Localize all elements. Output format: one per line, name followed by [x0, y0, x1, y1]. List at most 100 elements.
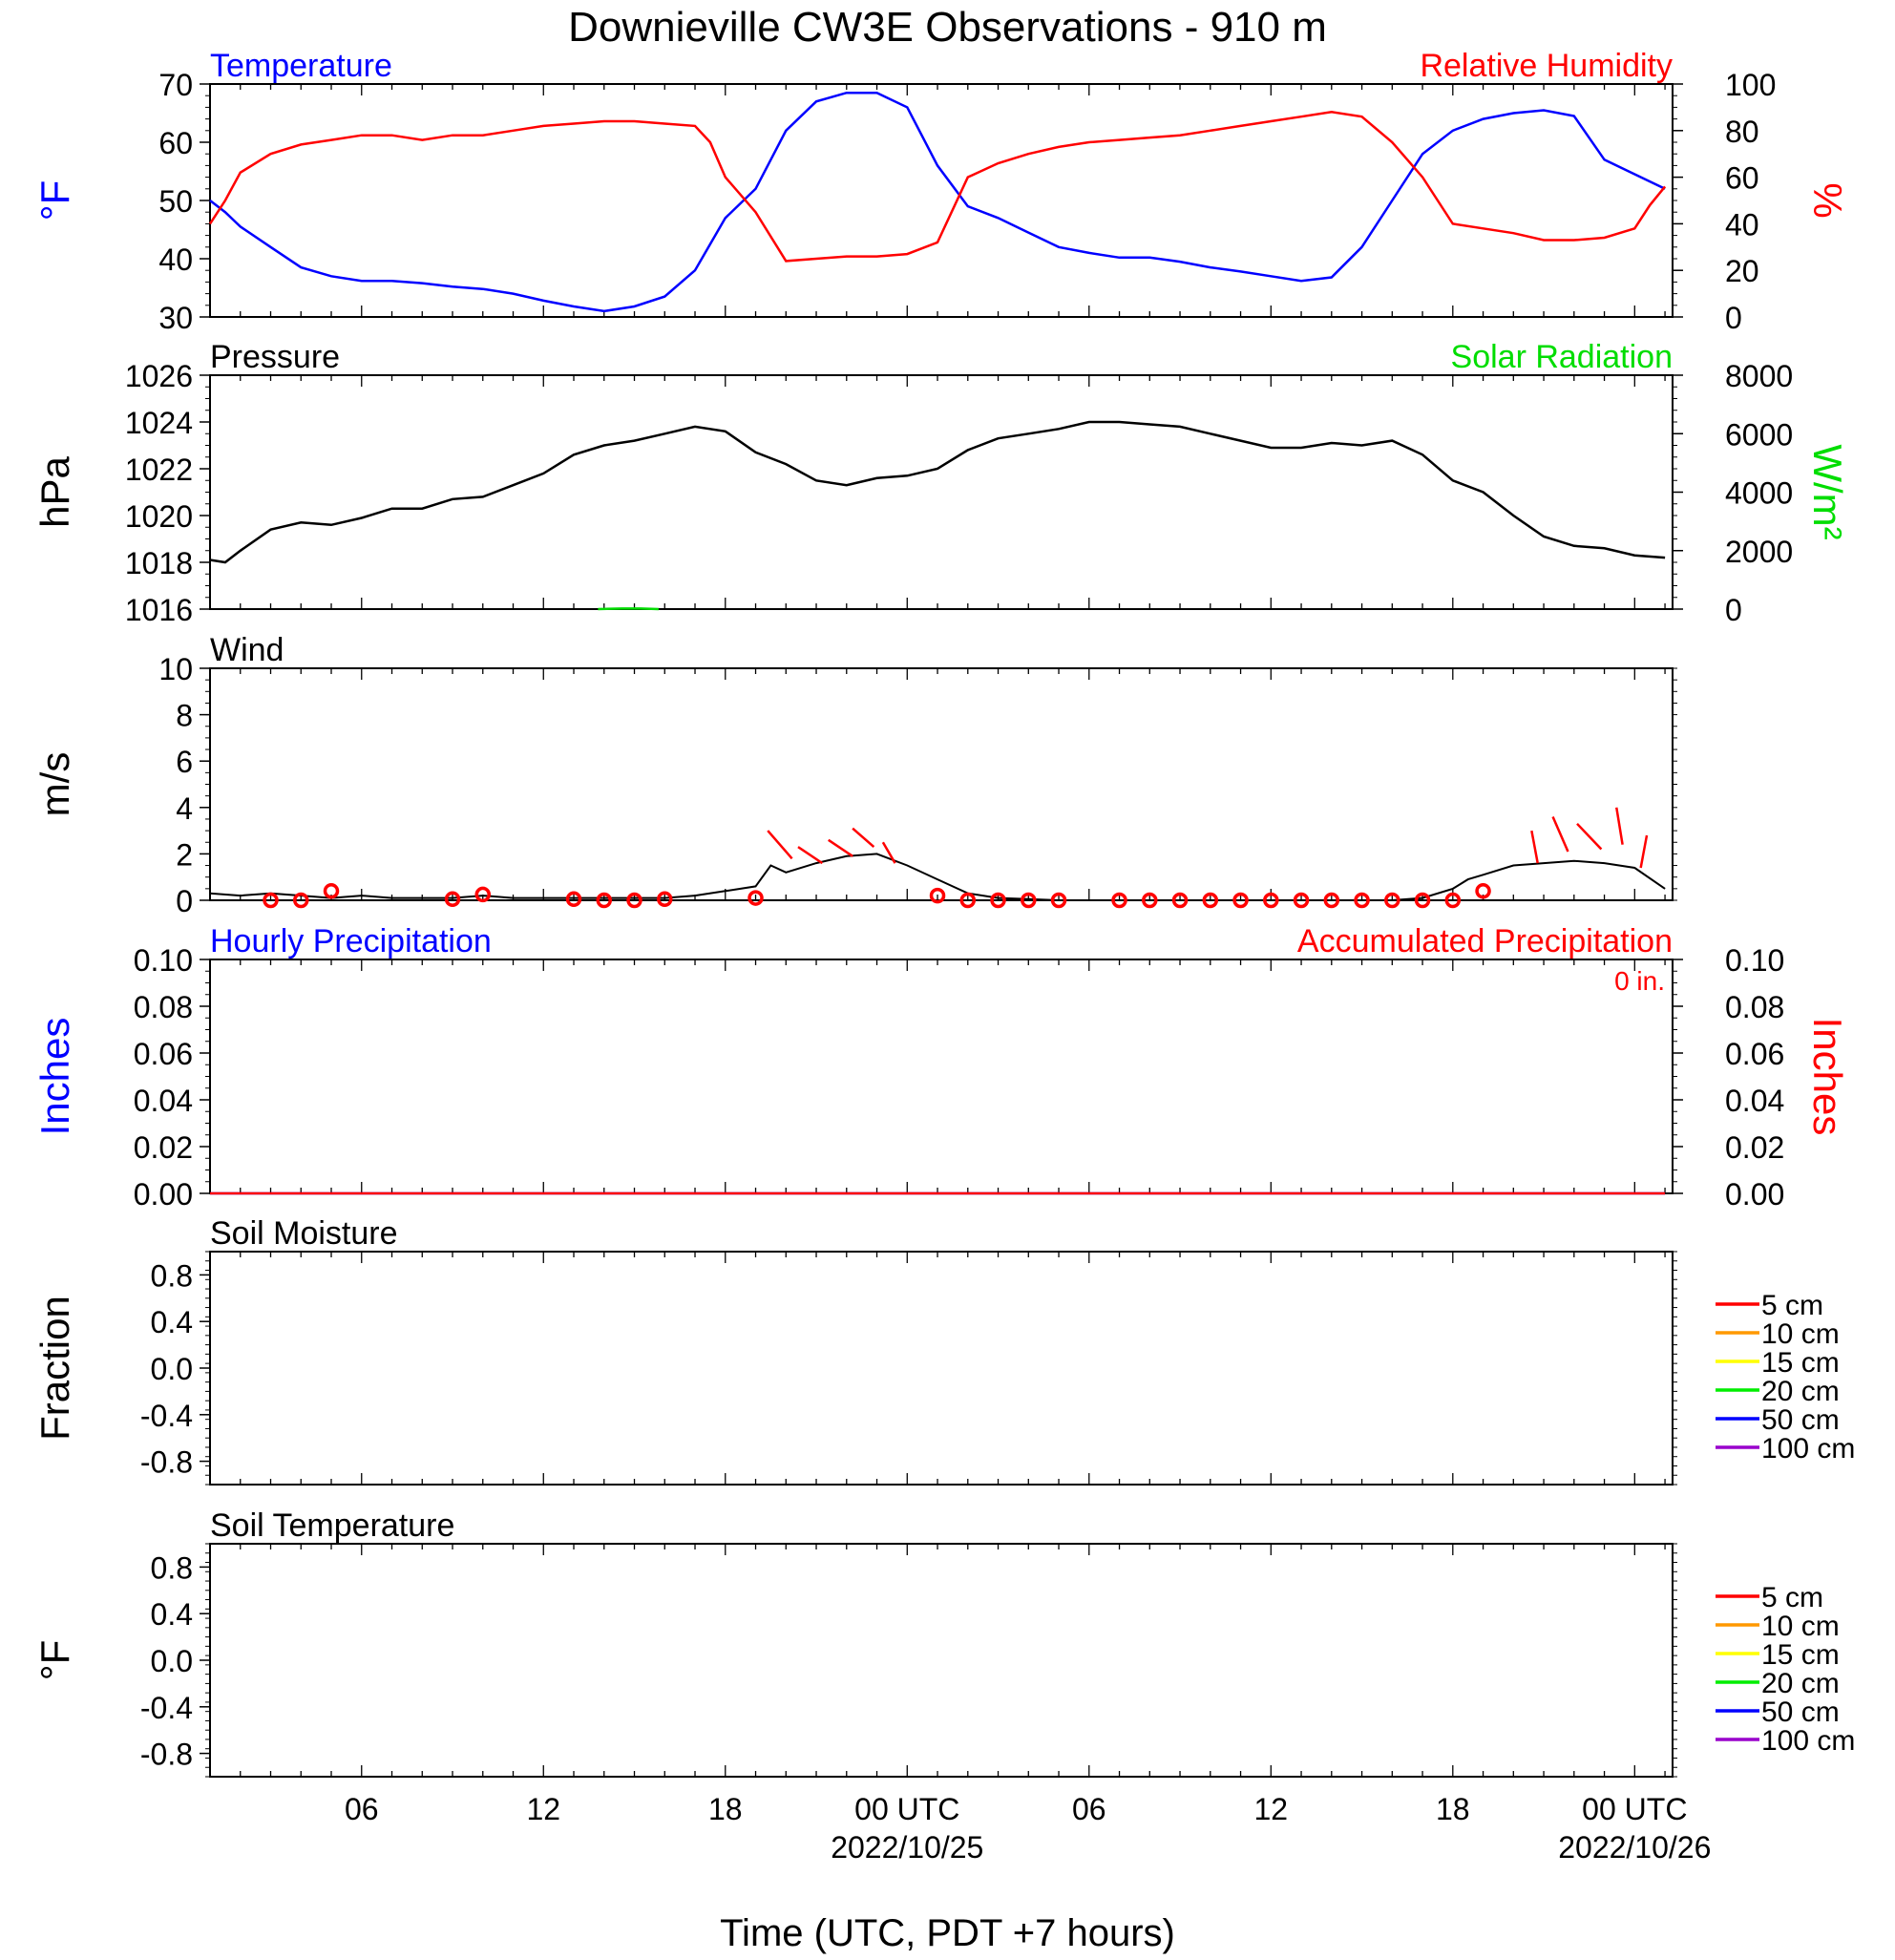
wind-line	[209, 853, 1666, 901]
temp-axis-tick-label: 70	[158, 68, 193, 102]
wind-axis-tick-label: 0	[176, 884, 193, 918]
solar-axis-tick-label: 6000	[1725, 417, 1793, 452]
gust-marker	[263, 892, 279, 909]
temp-axis-tick-label: 40	[158, 242, 193, 277]
gust-marker	[1293, 892, 1310, 909]
temp-axis-tick-label: 30	[158, 301, 193, 335]
wind-barb	[797, 846, 824, 865]
pressure-axis-tick-label: 1022	[125, 453, 193, 487]
soil-temp-panel-ylabel-left: °F	[32, 1640, 77, 1680]
precip-axis-tick-label: 0.02	[134, 1130, 193, 1165]
temp-panel-ylabel-right: %	[1805, 182, 1850, 218]
wind-axis-tick-label: 10	[158, 652, 193, 686]
gust-marker	[1142, 892, 1158, 909]
precip-axis-tick-label: 0.10	[134, 943, 193, 978]
precip-panel-title-right: Accumulated Precipitation	[1297, 923, 1673, 959]
gust-marker	[1232, 892, 1249, 909]
wind-barb	[767, 830, 793, 860]
gust-marker	[474, 886, 492, 903]
pressure-panel-ylabel-left: hPa	[32, 455, 77, 527]
pressure-axis-tick-label: 1020	[125, 499, 193, 534]
pressure-axis-tick-label: 1024	[125, 406, 193, 440]
wind-axis-tick-label: 6	[176, 745, 193, 779]
wind-axis-tick-label: 8	[176, 699, 193, 733]
x-tick-label: 18	[708, 1792, 743, 1826]
x-tick-label: 12	[1253, 1792, 1288, 1826]
wind-barb	[881, 841, 896, 864]
gust-marker	[1444, 892, 1462, 909]
precip-annotation: 0 in.	[1614, 966, 1665, 996]
gust-marker	[657, 891, 673, 908]
soil-temp-panel-axis-tick-label: -0.8	[140, 1738, 193, 1772]
soil-moisture-panel-title-left: Soil Moisture	[210, 1215, 398, 1252]
gust-marker	[959, 892, 977, 909]
temp-axis-tick-label: 60	[158, 126, 193, 160]
soil-moisture-panel-legend-label: 100 cm	[1761, 1433, 1855, 1465]
soil-temp-panel-axis-tick-label: -0.4	[140, 1691, 193, 1725]
rh-axis-tick-label: 40	[1725, 207, 1759, 242]
humidity-line	[208, 111, 1667, 263]
wind-axis-tick-label: 4	[176, 791, 193, 826]
soil-moisture-panel-axis-tick-label: 0.8	[151, 1258, 193, 1293]
temp-panel-title-right: Relative Humidity	[1420, 48, 1673, 84]
pressure-axis-tick-label: 1016	[125, 593, 193, 627]
soil-temp-panel-legend-label: 10 cm	[1761, 1611, 1840, 1642]
wind-barb	[1576, 822, 1603, 851]
soil-moisture-panel-ylabel-left: Fraction	[32, 1296, 77, 1441]
solar-axis-tick-label: 4000	[1725, 476, 1793, 511]
rh-axis-tick-label: 100	[1725, 68, 1776, 102]
wind-panel-frame	[209, 667, 1674, 901]
x-date-label: 2022/10/25	[831, 1830, 983, 1865]
gust-marker	[929, 887, 946, 904]
x-tick-label: 18	[1436, 1792, 1470, 1826]
solar-axis-tick-label: 8000	[1725, 359, 1793, 393]
soil-moisture-panel-legend-label: 5 cm	[1761, 1290, 1823, 1321]
soil-temp-panel-legend-label: 100 cm	[1761, 1725, 1855, 1757]
precip-axis-tick-label: 0.00	[134, 1177, 193, 1212]
soil-moisture-panel-legend-label: 50 cm	[1761, 1404, 1840, 1436]
wind-barb	[852, 827, 875, 849]
wind-barb	[1530, 830, 1539, 864]
solar-line	[598, 607, 659, 611]
wind-barb	[828, 838, 853, 857]
soil-temp-panel-frame	[209, 1543, 1674, 1778]
gust-marker	[1171, 892, 1189, 909]
soil-moisture-panel-frame	[209, 1251, 1674, 1486]
pressure-panel-frame	[209, 374, 1674, 610]
accum-axis-tick-label: 0.02	[1725, 1130, 1784, 1165]
soil-moisture-panel-legend-label: 15 cm	[1761, 1347, 1840, 1379]
accum-axis-tick-label: 0.04	[1725, 1084, 1784, 1118]
soil-temp-panel-legend-label: 5 cm	[1761, 1582, 1823, 1613]
rh-axis-tick-label: 0	[1725, 301, 1742, 335]
wind-barb	[1615, 807, 1624, 845]
soil-moisture-panel-legend-label: 10 cm	[1761, 1318, 1840, 1350]
gust-marker	[323, 883, 340, 899]
x-tick-label: 00 UTC	[1582, 1792, 1687, 1826]
x-axis-label: Time (UTC, PDT +7 hours)	[720, 1912, 1175, 1954]
gust-marker	[1323, 892, 1340, 909]
gust-marker	[1354, 892, 1370, 909]
x-tick-label: 06	[1072, 1792, 1106, 1826]
pressure-panel-title-right: Solar Radiation	[1451, 339, 1673, 375]
soil-temp-panel-legend-label: 20 cm	[1761, 1668, 1840, 1699]
gust-marker	[1111, 892, 1127, 909]
soil-moisture-panel-legend-label: 20 cm	[1761, 1376, 1840, 1407]
pressure-axis-tick-label: 1026	[125, 359, 193, 393]
wind-panel-ylabel-left: m/s	[32, 752, 77, 817]
temp-panel-title-left: Temperature	[210, 48, 392, 84]
pressure-axis-tick-label: 1018	[125, 546, 193, 580]
accum-axis-tick-label: 0.10	[1725, 943, 1784, 978]
soil-temp-panel-axis-tick-label: 0.0	[151, 1644, 193, 1678]
page-title: Downieville CW3E Observations - 910 m	[568, 4, 1327, 51]
wind-barb	[1639, 834, 1649, 869]
accum-axis-tick-label: 0.06	[1725, 1037, 1784, 1071]
gust-marker	[626, 892, 642, 909]
soil-temp-panel-legend-label: 50 cm	[1761, 1697, 1840, 1728]
temp-panel-frame	[209, 83, 1674, 318]
wind-barb	[1551, 816, 1569, 853]
temp-panel-ylabel-left: °F	[32, 180, 77, 221]
soil-moisture-panel-axis-tick-label: 0.4	[151, 1305, 193, 1339]
x-tick-label: 00 UTC	[854, 1792, 959, 1826]
gust-marker	[1414, 892, 1431, 909]
